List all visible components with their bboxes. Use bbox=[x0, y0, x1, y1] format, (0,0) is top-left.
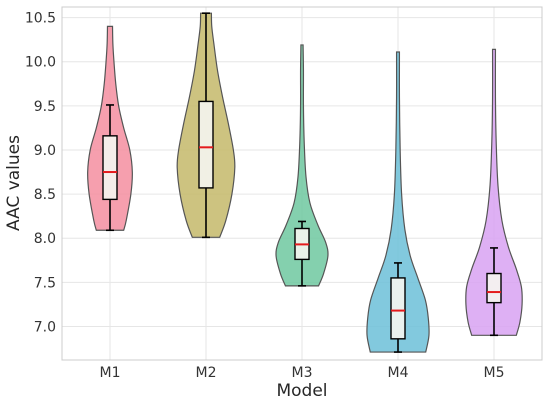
boxplot-m5 bbox=[486, 247, 502, 337]
y-axis-title: AAC values bbox=[4, 135, 24, 231]
boxplot-m4 bbox=[390, 262, 406, 353]
y-tick-label: 10.5 bbox=[25, 11, 56, 27]
y-tick-label: 9.5 bbox=[34, 99, 56, 115]
x-tick-label: M2 bbox=[196, 365, 217, 381]
boxplot-m2 bbox=[198, 12, 214, 239]
y-tick-label: 7.5 bbox=[34, 275, 56, 291]
y-tick-label: 7.0 bbox=[34, 319, 56, 335]
iqr-box bbox=[486, 272, 502, 304]
violin-m4 bbox=[366, 51, 430, 353]
x-tick-labels: M1 M2 M3 M4 M5 bbox=[100, 365, 505, 381]
iqr-box bbox=[390, 277, 406, 340]
boxplot-m1 bbox=[102, 104, 118, 232]
x-axis-title: Model bbox=[276, 381, 327, 401]
iqr-box bbox=[102, 135, 118, 201]
y-tick-label: 9.0 bbox=[34, 143, 56, 159]
iqr-box bbox=[198, 100, 214, 189]
violin-m3 bbox=[275, 44, 329, 287]
x-tick-label: M4 bbox=[388, 365, 409, 381]
x-tick-label: M1 bbox=[100, 365, 121, 381]
y-tick-label: 8.5 bbox=[34, 187, 56, 203]
y-tick-label: 8.0 bbox=[34, 231, 56, 247]
y-tick-labels: 7.0 7.5 8.0 8.5 9.0 9.5 10.0 10.5 bbox=[25, 11, 56, 336]
x-tick-label: M5 bbox=[484, 365, 505, 381]
boxplot-m3 bbox=[294, 220, 310, 287]
plot-frame bbox=[61, 6, 543, 361]
boxplots bbox=[102, 12, 502, 353]
violin-m5 bbox=[465, 48, 523, 336]
y-tick-label: 10.0 bbox=[25, 55, 56, 71]
x-tick-label: M3 bbox=[292, 365, 313, 381]
